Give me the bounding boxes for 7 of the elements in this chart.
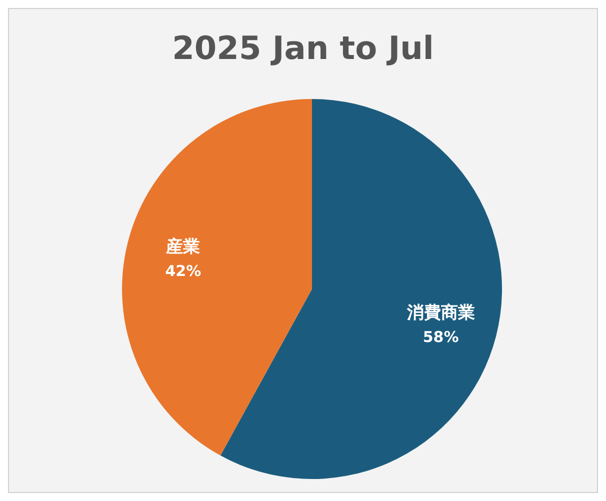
slice-label: 産業 (165, 236, 200, 257)
data-label: 58% (422, 328, 459, 346)
chart-title: 2025 Jan to Jul (171, 28, 435, 69)
pie-slice (122, 99, 312, 456)
data-label: 42% (165, 262, 202, 280)
pie-slice (220, 99, 502, 479)
slice-label: 消費商業 (406, 303, 475, 324)
